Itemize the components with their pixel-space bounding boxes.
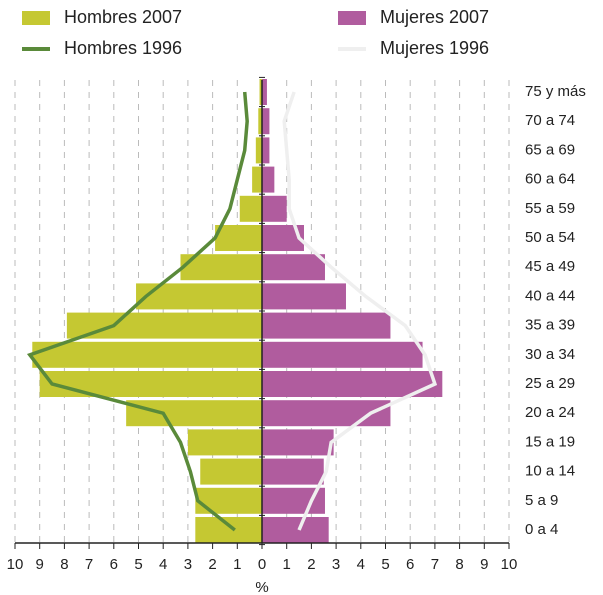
x-tick-label: 8 (455, 556, 463, 573)
bar (187, 429, 262, 456)
bar (126, 400, 263, 427)
legend-label: Mujeres 1996 (380, 38, 489, 58)
y-tick-label: 20 a 24 (525, 404, 575, 421)
x-tick-label: 4 (159, 556, 167, 573)
bar (255, 137, 262, 164)
x-tick-label: 2 (307, 556, 315, 573)
y-tick-label: 30 a 34 (525, 346, 575, 363)
bar (262, 166, 275, 193)
x-tick-label: 0 (258, 556, 266, 573)
y-tick-label: 45 a 49 (525, 258, 575, 275)
bar (262, 341, 423, 368)
y-tick-label: 50 a 54 (525, 229, 575, 246)
bar (262, 137, 270, 164)
bar (239, 195, 262, 222)
y-tick-label: 40 a 44 (525, 287, 575, 304)
x-tick-label: 3 (184, 556, 192, 573)
x-tick-label: 4 (357, 556, 365, 573)
bar (262, 312, 391, 339)
x-tick-label: 10 (7, 556, 24, 573)
bar (262, 79, 267, 105)
bar (66, 312, 263, 339)
bar (262, 429, 334, 456)
y-tick-label: 75 y más (525, 83, 586, 100)
bar (195, 487, 262, 514)
x-tick-label: 6 (110, 556, 118, 573)
bar (200, 458, 262, 485)
bar (39, 371, 263, 397)
y-tick-label: 65 a 69 (525, 141, 575, 158)
bar (262, 254, 325, 281)
x-tick-label: 3 (332, 556, 340, 573)
x-tick-label: 5 (381, 556, 389, 573)
x-tick-label: 10 (501, 556, 518, 573)
x-tick-label: 7 (431, 556, 439, 573)
bar (262, 517, 329, 543)
bar (259, 79, 262, 105)
x-tick-label: 9 (480, 556, 488, 573)
legend-label: Hombres 2007 (64, 7, 182, 27)
x-tick-label: 6 (406, 556, 414, 573)
y-tick-label: 35 a 39 (525, 317, 575, 334)
x-tick-label: 2 (208, 556, 216, 573)
bar (32, 341, 262, 368)
x-tick-label: 1 (283, 556, 291, 573)
x-tick-label: 8 (60, 556, 68, 573)
y-tick-label: 10 a 14 (525, 463, 575, 480)
legend-swatch (338, 11, 366, 25)
y-tick-label: 55 a 59 (525, 200, 575, 217)
bar (262, 283, 346, 310)
line (282, 91, 438, 531)
bar (262, 108, 270, 135)
y-tick-label: 25 a 29 (525, 375, 575, 392)
x-axis-label: % (255, 579, 268, 595)
y-tick-label: 60 a 64 (525, 171, 575, 188)
bar (252, 166, 262, 193)
bar (215, 225, 262, 251)
legend-swatch (22, 11, 50, 25)
y-tick-label: 15 a 19 (525, 433, 575, 450)
x-tick-label: 1 (233, 556, 241, 573)
y-tick-label: 0 a 4 (525, 521, 558, 538)
legend: Hombres 2007 Hombres 1996 Mujeres 2007 Muje… (22, 7, 489, 58)
x-tick-label: 9 (36, 556, 44, 573)
bar (262, 195, 287, 222)
y-tick-label: 5 a 9 (525, 492, 558, 509)
legend-label: Hombres 1996 (64, 38, 182, 58)
bar (195, 517, 262, 543)
y-tick-label: 70 a 74 (525, 112, 575, 129)
legend-label: Mujeres 2007 (380, 7, 489, 27)
bar (258, 108, 262, 135)
x-tick-label: 5 (134, 556, 142, 573)
x-tick-label: 7 (85, 556, 93, 573)
line (26, 91, 249, 532)
bar (262, 458, 324, 485)
